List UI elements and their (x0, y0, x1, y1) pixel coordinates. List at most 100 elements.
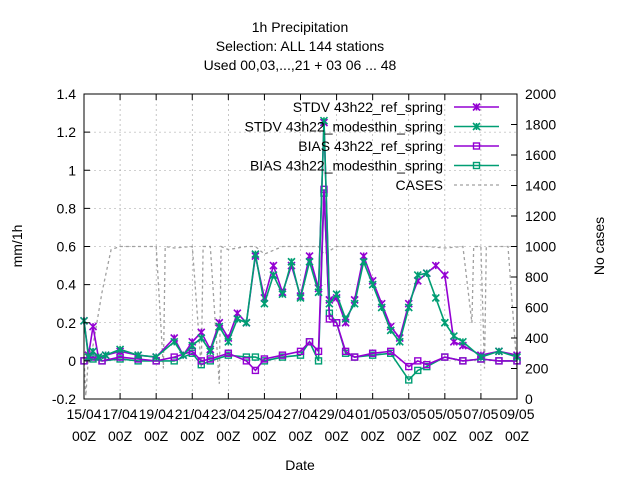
data-point-marker (350, 353, 359, 361)
x-tick-label-date: 09/05 (499, 406, 534, 422)
x-tick-label-hour: 00Z (72, 428, 97, 444)
data-point-marker (305, 338, 314, 346)
data-point-marker (332, 290, 341, 299)
data-point-marker (405, 362, 413, 371)
data-point-marker (251, 366, 260, 375)
x-tick-label-hour: 00Z (216, 428, 241, 444)
y-tick-label: 1 (68, 162, 76, 178)
x-axis-ticks: 15/04 00Z 17/04 00Z 19/04 00Z 21/04 00Z 23/04 00Z… (66, 94, 535, 444)
data-point-marker (431, 261, 440, 270)
data-point-marker (422, 269, 431, 278)
legend-label: BIAS 43h22_modesthin_spring (250, 158, 443, 174)
data-point-marker (188, 341, 197, 350)
chart-title-line-1: 1h Precipitation (252, 19, 349, 35)
x-tick-label-date: 05/05 (427, 406, 462, 422)
legend: STDV 43h22_ref_spring STDV 43h22_modesthi… (245, 99, 499, 193)
data-point-marker (170, 353, 178, 361)
data-point-marker (431, 293, 440, 303)
chart-title-line-3: Used 00,03,...,21 + 03 06 ... 48 (204, 57, 397, 73)
data-point-marker (350, 299, 359, 308)
x-tick-label-hour: 00Z (108, 428, 133, 444)
y-tick-label: 0.2 (57, 315, 77, 331)
x-tick-label-hour: 00Z (469, 428, 494, 444)
data-point-marker (215, 322, 224, 331)
y2-tick-label: 1800 (525, 117, 556, 133)
data-point-marker (116, 345, 125, 354)
x-tick-label-date: 19/04 (139, 406, 174, 422)
legend-marker-sample (472, 102, 481, 112)
data-point-marker (495, 357, 503, 365)
data-point-marker (476, 352, 485, 362)
x-tick-label-hour: 00Z (180, 428, 205, 444)
x-tick-label-date: 25/04 (247, 406, 282, 422)
x-tick-label-date: 27/04 (283, 406, 318, 422)
legend-label: STDV 43h22_ref_spring (293, 99, 443, 115)
data-point-marker (368, 280, 377, 289)
y2-tick-label: 0 (525, 391, 533, 407)
data-point-marker (134, 351, 143, 360)
data-point-marker (197, 333, 206, 343)
series-line (83, 245, 518, 396)
data-point-marker (314, 288, 323, 297)
y-tick-label: 0 (68, 353, 76, 369)
y2-tick-label: 800 (525, 269, 549, 285)
x-tick-label-hour: 00Z (325, 428, 350, 444)
legend-label: BIAS 43h22_ref_spring (298, 138, 443, 154)
x-tick-label-date: 29/04 (319, 406, 354, 422)
data-point-marker (88, 322, 98, 331)
x-tick-label-date: 03/05 (391, 406, 426, 422)
data-point-marker (414, 366, 422, 375)
data-point-marker (278, 351, 287, 359)
x-tick-label-hour: 00Z (361, 428, 386, 444)
y2-tick-label: 1000 (525, 239, 556, 255)
data-point-marker (251, 250, 260, 259)
data-point-marker (341, 347, 350, 356)
y2-tick-label: 1600 (525, 147, 556, 163)
data-point-marker (251, 353, 260, 361)
data-point-marker (449, 332, 458, 341)
data-point-marker (325, 299, 334, 308)
x-tick-label-date: 01/05 (355, 406, 390, 422)
data-point-marker (413, 271, 422, 280)
data-point-marker (386, 326, 395, 335)
x-tick-label-date: 23/04 (211, 406, 246, 422)
data-point-marker (325, 315, 334, 323)
legend-marker-sample (472, 122, 481, 131)
y-tick-label: 1.2 (57, 124, 77, 140)
data-point-marker (94, 352, 103, 362)
y2-tick-label: 1200 (525, 208, 556, 224)
data-point-marker (269, 261, 278, 270)
data-point-marker (494, 347, 504, 356)
x-tick-label-hour: 00Z (397, 428, 422, 444)
chart-title: 1h Precipitation Selection: ALL 144 stat… (204, 19, 397, 73)
data-point-marker (377, 303, 386, 312)
data-point-marker (441, 353, 449, 361)
data-point-marker (269, 271, 278, 280)
y2-tick-label: 2000 (525, 86, 556, 102)
legend-marker-sample (472, 161, 481, 170)
data-point-marker (359, 257, 368, 266)
y-axis-ticks: -0.2 0 0.2 0.4 0.6 0.8 1 1.2 1.4 (52, 86, 90, 407)
data-point-marker (395, 337, 404, 346)
data-point-marker (224, 337, 233, 346)
data-point-marker (242, 357, 251, 365)
data-point-marker (84, 352, 93, 362)
data-point-marker (206, 355, 214, 363)
y-tick-label: 0.4 (57, 277, 77, 293)
y2-axis-label: No cases (591, 217, 607, 275)
legend-label: CASES (396, 177, 443, 193)
x-tick-label-hour: 00Z (505, 428, 530, 444)
data-point-marker (233, 314, 242, 324)
data-point-marker (320, 185, 328, 194)
y2-tick-label: 400 (525, 330, 549, 346)
x-tick-label-hour: 00Z (144, 428, 169, 444)
x-tick-label-date: 17/04 (103, 406, 138, 422)
x-tick-label-date: 15/04 (66, 406, 101, 422)
y-tick-label: 1.4 (57, 86, 77, 102)
data-point-marker (170, 337, 179, 346)
data-point-marker (296, 347, 305, 356)
data-point-marker (242, 318, 251, 327)
data-point-marker (440, 271, 449, 280)
series-1 (79, 116, 522, 362)
